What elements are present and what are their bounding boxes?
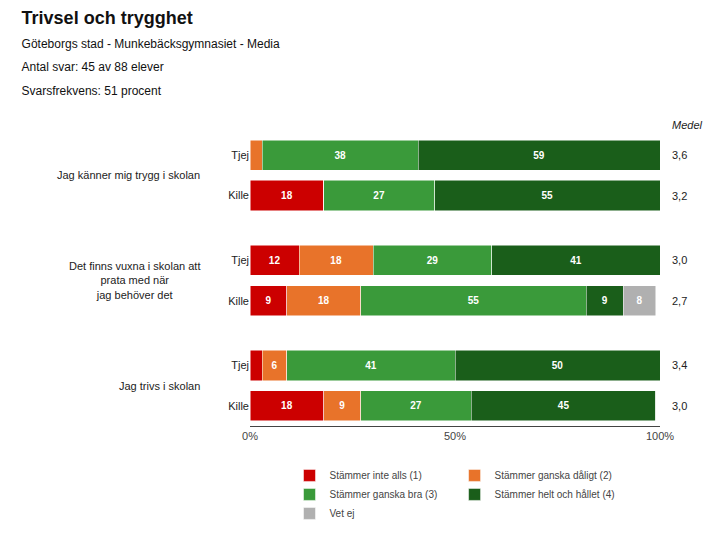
svg-text:100%: 100%	[646, 430, 674, 442]
svg-text:Det finns vuxna i skolan attpr: Det finns vuxna i skolan attprata med nä…	[69, 260, 200, 301]
svg-text:Kille: Kille	[228, 189, 249, 201]
svg-text:18: 18	[330, 255, 342, 266]
svg-text:Vet ej: Vet ej	[330, 508, 355, 519]
svg-text:12: 12	[269, 255, 281, 266]
svg-text:27: 27	[373, 190, 385, 201]
svg-text:18: 18	[281, 400, 293, 411]
svg-text:8: 8	[637, 295, 643, 306]
svg-text:50%: 50%	[444, 430, 466, 442]
svg-text:Jag känner mig trygg i skolan: Jag känner mig trygg i skolan	[57, 169, 200, 181]
svg-text:55: 55	[541, 190, 553, 201]
svg-text:Tjej: Tjej	[231, 149, 249, 161]
svg-text:3,0: 3,0	[672, 254, 687, 266]
svg-text:38: 38	[334, 150, 346, 161]
svg-text:18: 18	[281, 190, 293, 201]
svg-text:Medel: Medel	[672, 119, 703, 131]
svg-text:2,7: 2,7	[672, 295, 687, 307]
svg-text:59: 59	[533, 150, 545, 161]
svg-text:6: 6	[272, 360, 278, 371]
svg-text:29: 29	[427, 255, 439, 266]
svg-text:Kille: Kille	[228, 295, 249, 307]
svg-text:Stämmer ganska bra (3): Stämmer ganska bra (3)	[330, 489, 438, 500]
svg-text:3,0: 3,0	[672, 400, 687, 412]
svg-text:Trivsel och trygghetGöteborgs: Trivsel och trygghetGöteborgs stad - Mun…	[22, 8, 280, 97]
svg-text:9: 9	[265, 295, 271, 306]
svg-text:Tjej: Tjej	[231, 254, 249, 266]
svg-text:45: 45	[558, 400, 570, 411]
svg-text:Stämmer helt och hållet (4): Stämmer helt och hållet (4)	[495, 489, 615, 500]
svg-text:9: 9	[339, 400, 345, 411]
svg-text:Jag trivs i skolan: Jag trivs i skolan	[119, 380, 200, 392]
svg-text:50: 50	[552, 360, 564, 371]
svg-text:Kille: Kille	[228, 400, 249, 412]
svg-text:3,2: 3,2	[672, 190, 687, 202]
svg-text:Tjej: Tjej	[231, 359, 249, 371]
svg-text:9: 9	[602, 295, 608, 306]
svg-text:0%: 0%	[242, 430, 258, 442]
svg-text:3,4: 3,4	[672, 359, 687, 371]
svg-text:Stämmer ganska dåligt (2): Stämmer ganska dåligt (2)	[495, 470, 612, 481]
svg-text:41: 41	[365, 360, 377, 371]
svg-text:55: 55	[468, 295, 480, 306]
svg-text:Stämmer inte alls (1): Stämmer inte alls (1)	[330, 470, 422, 481]
svg-text:27: 27	[410, 400, 422, 411]
svg-text:41: 41	[570, 255, 582, 266]
svg-text:18: 18	[318, 295, 330, 306]
svg-text:3,6: 3,6	[672, 149, 687, 161]
